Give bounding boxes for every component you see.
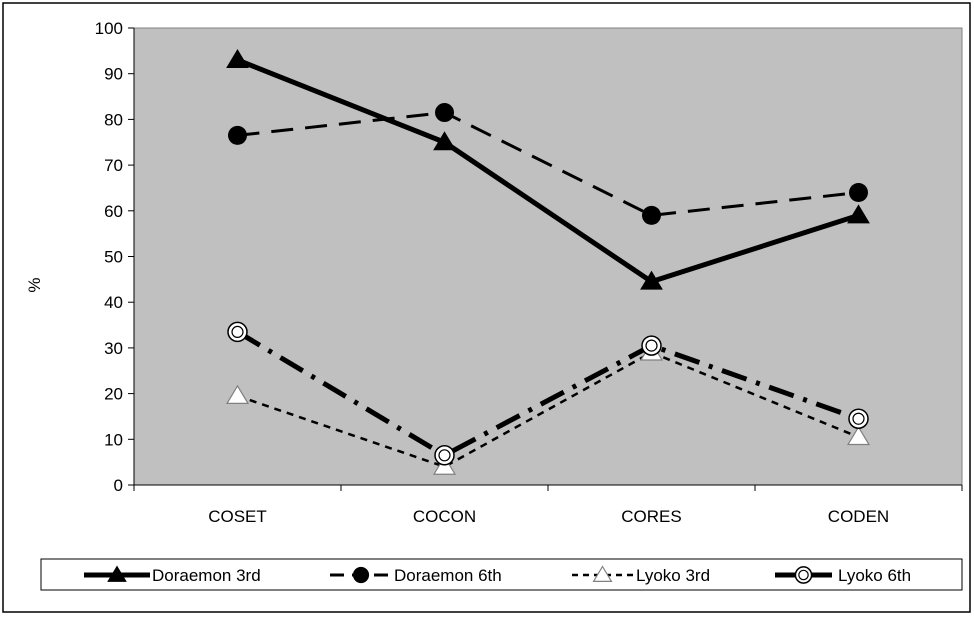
data-point-circle (228, 125, 247, 145)
data-point-circle (352, 566, 370, 584)
data-point-triangle (640, 270, 663, 290)
x-tick-label: CODEN (828, 507, 889, 526)
y-tick-label: 50 (104, 248, 123, 267)
data-point-circle (849, 183, 868, 203)
y-tick-label: 0 (114, 476, 123, 495)
legend-label: Lyoko 3rd (636, 566, 710, 585)
data-point-circle (435, 103, 454, 123)
data-point-circle (642, 205, 661, 225)
data-point-open-circle-inner (231, 325, 244, 339)
data-point-open-circle (227, 321, 248, 343)
x-tick-label: COSET (208, 507, 267, 526)
y-tick-label: 60 (104, 202, 123, 221)
legend-box (40, 558, 963, 591)
data-point-open-circle (848, 408, 869, 429)
plot-area (133, 27, 963, 486)
data-point-triangle (107, 565, 127, 582)
data-point-open-triangle (592, 565, 613, 582)
y-tick-label: 20 (104, 385, 123, 404)
data-point-open-circle (794, 566, 813, 584)
x-tick-label: COCON (413, 507, 476, 526)
y-tick-label: 90 (104, 65, 123, 84)
series-line-2 (237, 111, 859, 217)
y-tick-label: 80 (104, 110, 123, 129)
data-point-open-circle-inner (438, 449, 451, 462)
series-line-4 (236, 329, 860, 458)
data-point-open-circle-inner (798, 569, 809, 581)
data-point-open-circle (434, 445, 455, 466)
y-tick-label: 70 (104, 156, 123, 175)
y-tick-label: 10 (104, 430, 123, 449)
legend-label: Doraemon 6th (394, 566, 502, 585)
data-point-open-triangle (846, 425, 871, 446)
data-point-triangle (433, 131, 456, 151)
x-tick-label: CORES (621, 507, 681, 526)
data-point-open-triangle (225, 384, 250, 404)
data-point-open-circle-inner (852, 412, 865, 425)
data-point-triangle (226, 49, 249, 68)
legend-label: Lyoko 6th (838, 566, 911, 585)
series-line-3 (237, 351, 859, 468)
y-tick-label: 30 (104, 339, 123, 358)
data-point-open-circle (641, 335, 662, 356)
data-point-triangle (847, 204, 870, 224)
series-line-1 (236, 57, 860, 285)
data-point-open-circle-inner (645, 339, 658, 352)
y-tick-label: 100 (95, 19, 123, 38)
y-axis-label: % (25, 277, 44, 292)
y-tick-label: 40 (104, 293, 123, 312)
legend-label: Doraemon 3rd (152, 566, 261, 585)
